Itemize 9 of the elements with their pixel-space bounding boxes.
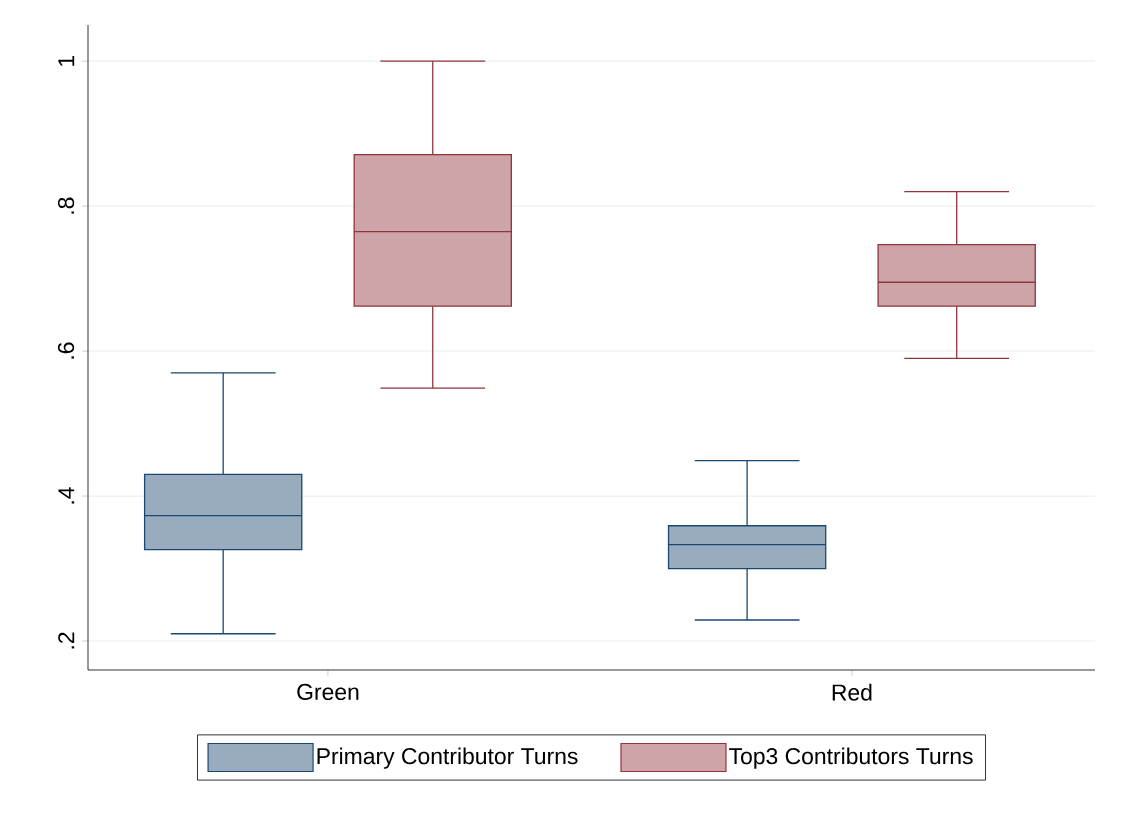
y-tick-label: .6 [57, 342, 75, 359]
x-tick-label: Green [297, 683, 359, 701]
y-tick-label: 1 [58, 55, 75, 66]
x-tick-label: Red [832, 683, 872, 701]
y-tick-label: .4 [58, 487, 75, 504]
legend-label: Primary Contributor Turns [317, 747, 578, 769]
y-tick-label: .2 [58, 632, 75, 649]
y-tick-label: .8 [57, 197, 75, 214]
legend-label: Top3 Contributors Turns [729, 747, 973, 769]
